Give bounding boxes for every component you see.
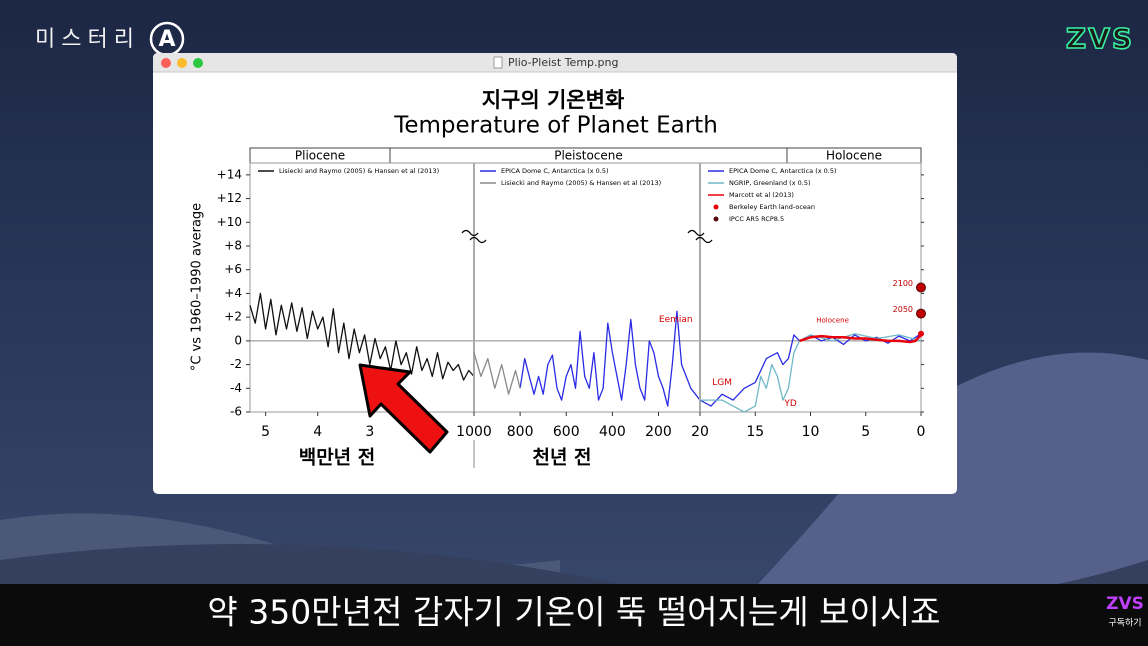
x-tick-label: 800 — [507, 424, 534, 440]
x-tick-label: 15 — [746, 424, 764, 440]
y-axis-label: °C vs 1960–1990 average — [190, 203, 205, 371]
x-tick-label: 10 — [802, 424, 820, 440]
epoch-label: Pliocene — [295, 149, 345, 163]
y-tick-label: +14 — [217, 167, 242, 181]
data-line — [473, 352, 521, 395]
chart: 지구의 기온변화 Temperature of Planet Earth °C … — [190, 88, 926, 469]
x-tick-label: 20 — [691, 424, 709, 440]
x-tick-label: 200 — [645, 424, 672, 440]
subscribe-label[interactable]: 구독하기 — [1108, 618, 1141, 629]
x-tick-label: 0 — [917, 424, 926, 440]
y-tick-label: +8 — [224, 239, 242, 253]
legend-marker — [713, 216, 719, 222]
legend-label: Marcott et al (2013) — [729, 191, 794, 199]
caption: 약 350만년전 갑자기 기온이 뚝 떨어지는게 보이시죠 — [207, 593, 940, 632]
x-tick-label: 5 — [261, 424, 270, 440]
legend-label: NGRIP, Greenland (x 0.5) — [729, 179, 811, 187]
legend-label: Lisiecki and Raymo (2005) & Hansen et al… — [279, 167, 439, 175]
title-bar — [153, 53, 957, 72]
annotation: Holocene — [816, 317, 849, 325]
x-tick-label: 5 — [861, 424, 870, 440]
data-point — [916, 308, 926, 319]
caption-bar — [0, 584, 1148, 646]
legend-marker — [713, 204, 719, 210]
channel-badge: A — [158, 27, 175, 52]
legend-label: IPCC AR5 RCP8.5 — [729, 215, 784, 223]
epoch-label: Pleistocene — [554, 149, 623, 163]
point-label: 2050 — [893, 305, 913, 314]
epoch-label: Holocene — [826, 149, 882, 163]
close-button[interactable] — [161, 58, 171, 68]
legend-label: Lisiecki and Raymo (2005) & Hansen et al… — [501, 179, 661, 187]
y-tick-label: +4 — [224, 286, 242, 300]
y-tick-label: 0 — [234, 333, 242, 347]
window-title: Plio-Pleist Temp.png — [508, 56, 618, 69]
y-tick-label: -6 — [230, 405, 242, 419]
file-icon — [493, 56, 503, 69]
legend-label: EPICA Dome C, Antarctica (x 0.5) — [729, 167, 837, 175]
annotation: YD — [783, 399, 796, 409]
y-tick-label: +10 — [217, 215, 242, 229]
legend-label: EPICA Dome C, Antarctica (x 0.5) — [501, 167, 609, 175]
y-tick-label: +2 — [224, 310, 242, 324]
data-line — [249, 292, 475, 381]
minimize-button[interactable] — [177, 58, 187, 68]
data-line — [799, 334, 922, 344]
y-tick-label: -4 — [230, 381, 242, 395]
chart-title: 지구의 기온변화 — [482, 88, 625, 112]
axis-break — [461, 229, 487, 244]
channel-name: 미스터리 — [35, 27, 140, 52]
x-tick-label: 1000 — [456, 424, 492, 440]
y-tick-label: +12 — [217, 191, 242, 205]
x-tick-label: 600 — [553, 424, 580, 440]
y-tick-label: +6 — [224, 262, 242, 276]
annotation: Eemian — [659, 315, 693, 325]
logo: ZVS — [1066, 22, 1134, 55]
x-tick-label: 4 — [313, 424, 322, 440]
data-point — [918, 330, 924, 337]
y-tick-label: -2 — [230, 357, 242, 371]
data-point — [916, 282, 926, 293]
axis-break — [687, 229, 713, 244]
x-axis-label: 백만년 전 — [299, 447, 376, 469]
zoom-button[interactable] — [193, 58, 203, 68]
x-tick-label: 3 — [365, 424, 374, 440]
x-tick-label: 400 — [599, 424, 626, 440]
annotation: LGM — [712, 378, 732, 388]
legend-label: Berkeley Earth land-ocean — [729, 203, 815, 211]
subscribe-logo[interactable]: ZVS — [1106, 594, 1144, 614]
data-line — [700, 333, 922, 413]
point-label: 2100 — [893, 279, 913, 288]
dune — [700, 352, 1148, 646]
x-axis-label: 천년 전 — [532, 447, 591, 469]
data-line — [519, 310, 701, 407]
chart-subtitle: Temperature of Planet Earth — [393, 113, 718, 139]
pointer-arrow — [358, 363, 449, 454]
